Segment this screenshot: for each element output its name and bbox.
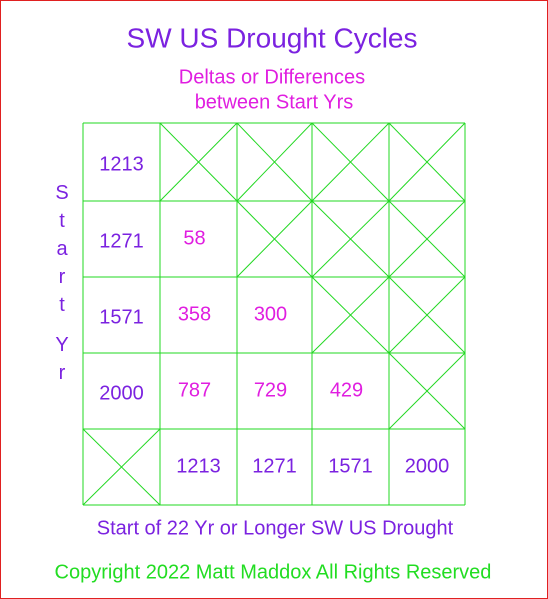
delta: 300	[254, 303, 287, 325]
cross	[388, 352, 466, 430]
cross	[388, 276, 466, 354]
subtitle: Deltas or Differences	[179, 66, 365, 88]
row-label: 1571	[99, 306, 144, 328]
cross	[388, 200, 466, 278]
row-axis-label: Start	[51, 182, 73, 322]
delta: 58	[183, 227, 205, 249]
grid	[82, 122, 466, 506]
row-label: 1271	[99, 230, 144, 252]
cross	[236, 122, 313, 202]
column-axis-label: Start of 22 Yr or Longer SW US Drought	[97, 517, 454, 539]
cross	[311, 122, 390, 202]
cross	[82, 428, 161, 506]
copyright: Copyright 2022 Matt Maddox All Rights Re…	[55, 561, 492, 583]
delta: 729	[254, 379, 287, 401]
cross	[236, 200, 313, 278]
column-label: 1571	[328, 455, 373, 477]
delta: 429	[330, 379, 363, 401]
row-label: 2000	[99, 382, 144, 404]
column-label: 2000	[405, 455, 450, 477]
delta: 787	[178, 379, 211, 401]
column-label: 1271	[252, 455, 297, 477]
subtitle: between Start Yrs	[195, 91, 354, 113]
title: SW US Drought Cycles	[127, 22, 418, 53]
row-axis-label: Yr	[51, 334, 73, 390]
cross	[311, 200, 390, 278]
row-label: 1213	[99, 153, 144, 175]
cross	[388, 122, 466, 202]
cross	[159, 122, 238, 202]
column-label: 1213	[176, 455, 221, 477]
delta: 358	[178, 303, 211, 325]
cross	[311, 276, 390, 354]
